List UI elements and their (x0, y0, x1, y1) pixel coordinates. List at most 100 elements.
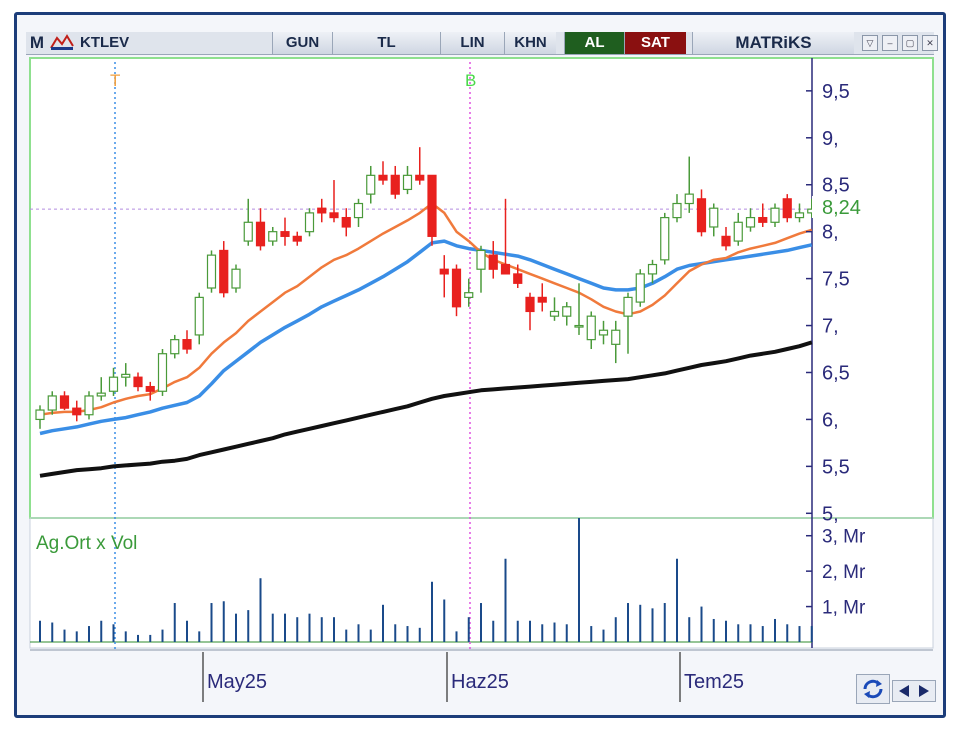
price-tick-label: 8, (822, 222, 839, 244)
candle-body (464, 292, 474, 298)
candle-body (733, 221, 743, 242)
candle-body (268, 231, 278, 242)
candle-body (304, 212, 315, 233)
candle-body (366, 174, 376, 195)
candle-body (255, 221, 266, 247)
symbol-field[interactable]: KTLEV (80, 34, 130, 51)
candle-body (598, 329, 609, 336)
marker-b-label: B (465, 71, 476, 90)
candle-body (96, 392, 106, 397)
candle-body (329, 212, 339, 219)
refresh-button[interactable] (856, 674, 890, 704)
price-tick-label: 7, (822, 316, 839, 338)
candle-body (439, 268, 449, 275)
volume-panel-title: Ag.Ort x Vol (36, 533, 137, 554)
candle-body (562, 306, 572, 317)
candle-body (390, 174, 400, 195)
candle-body (537, 296, 547, 303)
scroll-arrows[interactable] (892, 680, 936, 702)
candle-body (145, 385, 155, 392)
candle-body (549, 310, 560, 317)
volume-tick-label: 1, Mr (822, 598, 866, 619)
scale-button[interactable]: LIN (440, 32, 504, 54)
toolbar: M KTLEV GUN TL LIN KHN AL SAT MATRiKS ▽ … (26, 32, 938, 55)
candle-body (72, 407, 82, 416)
candle-body (194, 296, 204, 336)
candle-body (415, 174, 425, 181)
minimize-icon[interactable]: – (882, 35, 898, 51)
candle-body (647, 263, 658, 275)
maximize-icon[interactable]: ▢ (902, 35, 918, 51)
last-price-label: 8,24 (822, 197, 861, 219)
candle-body (243, 221, 253, 242)
price-tick-label: 8,5 (822, 175, 850, 197)
candle-body (353, 202, 364, 219)
chart-type-icon[interactable] (48, 32, 76, 54)
month-label: Tem25 (684, 671, 744, 693)
candle-body (84, 395, 94, 416)
month-label: Haz25 (451, 671, 509, 693)
ma-long-line (39, 340, 813, 478)
price-tick-label: 9, (822, 128, 839, 150)
candle-body (770, 207, 780, 223)
candle-body (182, 339, 192, 350)
marker-t-label: T (110, 71, 120, 90)
candle-body (402, 174, 413, 191)
candle-body (611, 329, 621, 345)
sell-button[interactable]: SAT (624, 32, 686, 54)
currency-button[interactable]: TL (332, 32, 440, 54)
candle-body (317, 207, 327, 214)
candle-body (513, 273, 523, 284)
refresh-icon (863, 679, 883, 699)
price-tick-label: 7,5 (822, 269, 850, 291)
scroll-left-icon[interactable] (899, 685, 909, 697)
candle-body (231, 268, 241, 289)
candle-body (635, 273, 645, 303)
candle-body (488, 254, 498, 270)
last-price-box (812, 196, 874, 218)
candle-body (451, 268, 462, 308)
candle-body (47, 395, 57, 411)
candle-body (500, 263, 511, 275)
candle-body (525, 296, 535, 313)
candle-body (476, 249, 486, 270)
candle-body (782, 198, 792, 219)
candle-body (794, 212, 805, 219)
candle-body (341, 216, 351, 228)
candle-body (170, 339, 180, 355)
candle-body (108, 376, 119, 392)
volume-tick-label: 3, Mr (822, 527, 866, 548)
volume-panel-border (29, 517, 934, 649)
candle-body (133, 376, 143, 388)
candle-body (672, 202, 682, 219)
candle-body (660, 216, 670, 261)
candle-body (121, 373, 131, 378)
candle-body (586, 315, 596, 341)
scroll-right-icon[interactable] (919, 685, 929, 697)
candle-body (292, 235, 302, 242)
khn-button[interactable]: KHN (504, 32, 556, 54)
period-button[interactable]: GUN (272, 32, 332, 54)
candle-body (427, 174, 437, 237)
ma-short-line (39, 202, 813, 416)
candle-body (696, 198, 707, 233)
price-tick-label: 9,5 (822, 81, 850, 103)
matriks-logo: M (29, 33, 45, 52)
candle-body (623, 296, 633, 317)
candle-body (684, 193, 694, 205)
ma-mid-line (39, 239, 813, 436)
price-tick-label: 5, (822, 503, 839, 525)
buy-button[interactable]: AL (564, 32, 624, 54)
price-tick-label: 6,5 (822, 362, 850, 384)
candle-body (219, 249, 229, 294)
candle-body (378, 174, 388, 181)
candle-body (280, 231, 290, 237)
matriks-brand: MATRiKS (692, 32, 854, 54)
candle-body (59, 395, 70, 409)
candle-body (745, 216, 756, 228)
volume-tick-label: 2, Mr (822, 562, 866, 583)
dropdown-icon[interactable]: ▽ (862, 35, 878, 51)
candle-body (157, 353, 168, 392)
close-icon[interactable]: ✕ (922, 35, 938, 51)
